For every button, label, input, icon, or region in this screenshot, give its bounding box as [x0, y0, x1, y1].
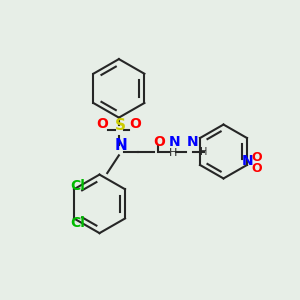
Text: H: H	[169, 148, 178, 158]
Text: N: N	[169, 135, 181, 149]
Text: O: O	[96, 117, 108, 130]
Text: Cl: Cl	[70, 179, 85, 193]
Text: N: N	[241, 154, 253, 168]
Text: O: O	[251, 151, 262, 164]
Text: Cl: Cl	[70, 216, 85, 230]
Text: O: O	[251, 161, 262, 175]
Text: S: S	[115, 118, 126, 133]
Text: O: O	[154, 135, 166, 149]
Text: N: N	[115, 138, 128, 153]
Text: N: N	[186, 135, 198, 149]
Text: O: O	[129, 117, 141, 130]
Text: H: H	[200, 147, 208, 157]
